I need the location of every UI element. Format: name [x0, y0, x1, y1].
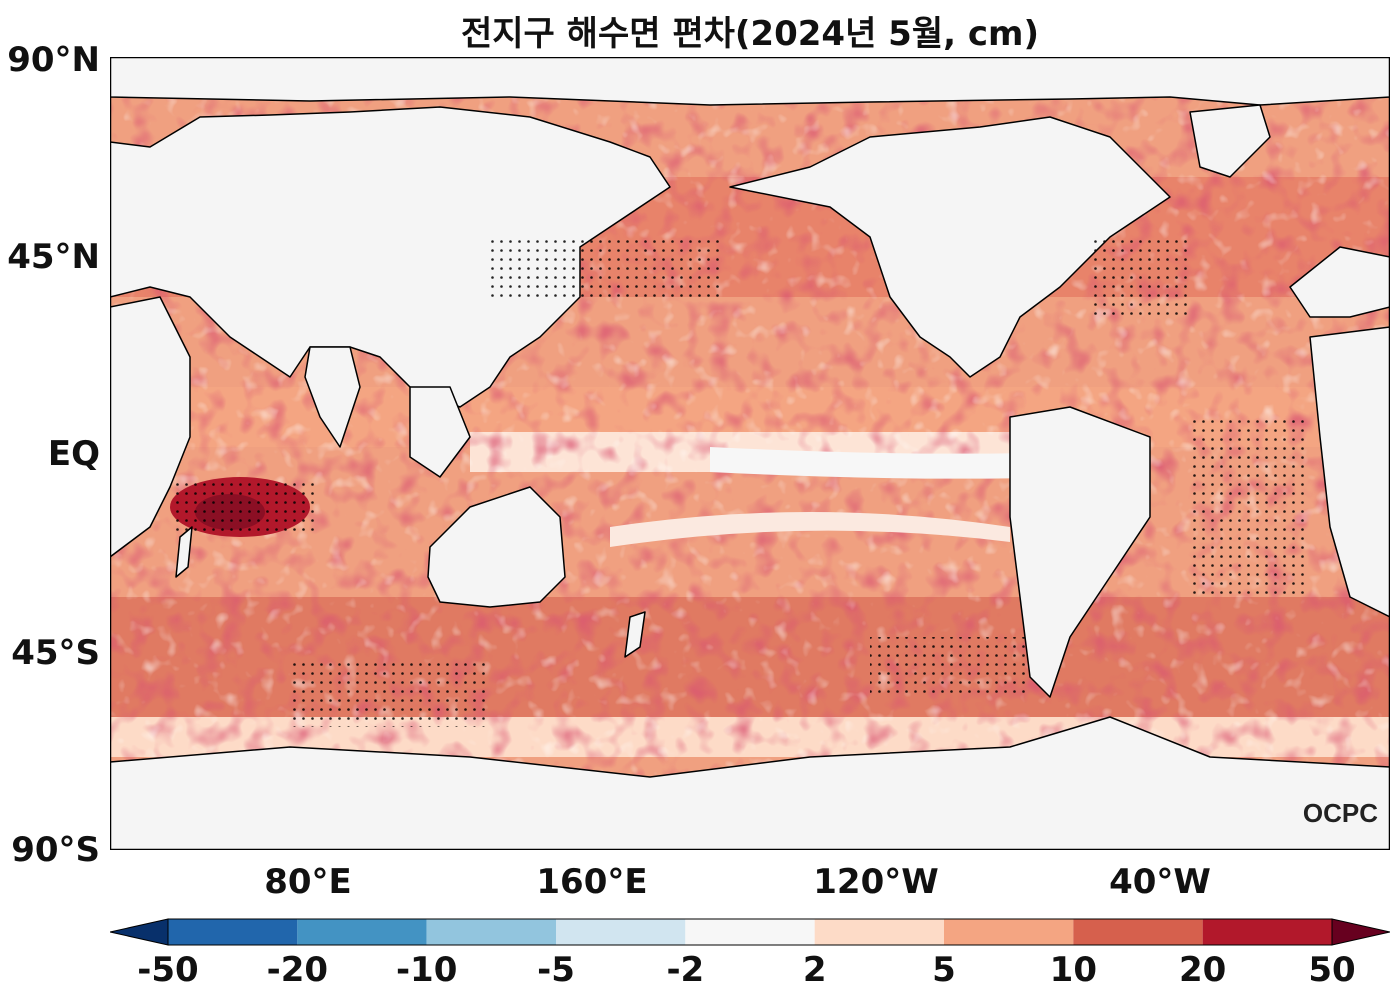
lat-label-90n: 90°N: [7, 40, 100, 80]
lon-label-40w: 40°W: [1109, 862, 1211, 902]
colorbar-cell: [814, 919, 944, 945]
significance-stippling: [170, 237, 1310, 727]
lat-label-90s: 90°S: [11, 830, 100, 870]
colorbar-extend-min: [110, 918, 169, 946]
equatorial-low-band: [710, 447, 1070, 479]
colorbar-tick-label: -5: [537, 950, 575, 990]
colorbar-outline: [167, 918, 1333, 946]
colorbar-cell: [297, 919, 427, 945]
colorbar-tick-label: 5: [932, 950, 956, 990]
lat-label-45s: 45°S: [11, 633, 100, 673]
colorbar-tick-label: -50: [137, 950, 199, 990]
africa: [110, 296, 191, 558]
greenland: [1189, 104, 1271, 178]
colorbar-cell: [1202, 919, 1332, 945]
colorbar-tick-label: 20: [1178, 950, 1227, 990]
colorbar-extend-max: [1331, 918, 1390, 946]
colorbar-tick-label: 10: [1049, 950, 1097, 990]
sea-level-anomaly-map: OCPC: [110, 57, 1390, 850]
colorbar-tick-label: -10: [395, 950, 458, 990]
colorbar-tick-label: 2: [802, 950, 827, 990]
colorbar-tick-label: -20: [266, 950, 329, 990]
south-america: [1009, 406, 1151, 698]
watermark-text: OCPC: [1303, 798, 1378, 828]
colorbar-tick-label: -2: [666, 950, 705, 990]
map-title: 전지구 해수면 편차(2024년 5월, cm): [460, 14, 1039, 54]
colorbar-cell: [556, 919, 686, 945]
map-frame: [110, 57, 1390, 850]
lon-label-160e: 160°E: [536, 862, 648, 902]
arctic-landmass: [110, 57, 1390, 106]
colorbar-tick-label: 50: [1308, 950, 1356, 990]
colorbar: [110, 918, 1390, 946]
colorbar-cell: [168, 919, 298, 945]
north-america: [729, 116, 1171, 378]
lon-label-80e: 80°E: [264, 862, 352, 902]
lat-label-45n: 45°N: [7, 237, 100, 277]
eurasia: [110, 106, 671, 408]
colorbar-cell: [426, 919, 556, 945]
lat-label-eq: EQ: [47, 434, 100, 474]
australia: [427, 486, 566, 608]
antarctica: [110, 716, 1390, 850]
land: [110, 57, 1390, 850]
colorbar-cell: [944, 919, 1074, 945]
colorbar-cell: [685, 919, 815, 945]
lon-label-120w: 120°W: [813, 862, 939, 902]
colorbar-cell: [1073, 919, 1203, 945]
